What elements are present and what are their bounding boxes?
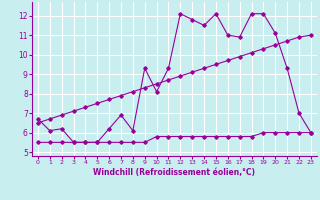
- X-axis label: Windchill (Refroidissement éolien,°C): Windchill (Refroidissement éolien,°C): [93, 168, 255, 177]
